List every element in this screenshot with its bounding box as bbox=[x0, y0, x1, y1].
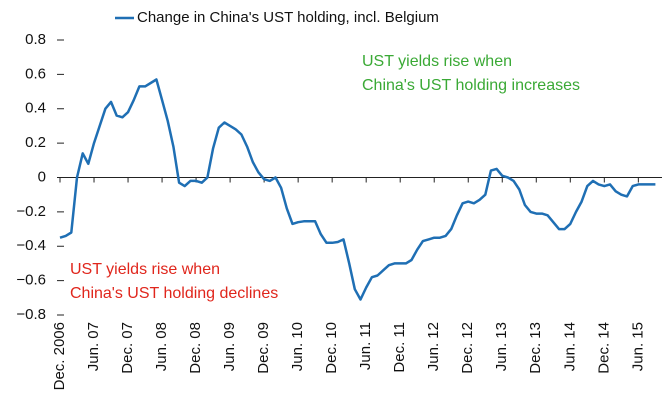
annotation: China's UST holding declines bbox=[70, 285, 278, 302]
x-tick-label: Dec. 14 bbox=[595, 322, 612, 374]
y-tick-label: 0 bbox=[38, 168, 46, 185]
y-tick-label: 0.8 bbox=[25, 31, 46, 48]
x-tick-label: Dec. 09 bbox=[255, 322, 272, 374]
y-tick-label: −0.8 bbox=[16, 306, 46, 323]
x-tick-label: Dec. 08 bbox=[187, 322, 204, 374]
legend-label: Change in China's UST holding, incl. Bel… bbox=[137, 9, 439, 26]
y-tick-label: −0.6 bbox=[16, 272, 46, 289]
x-tick-label: Dec. 12 bbox=[459, 322, 476, 374]
x-tick-label: Jun. 10 bbox=[289, 322, 306, 371]
x-tick-label: Dec. 10 bbox=[323, 322, 340, 374]
x-tick-label: Jun. 14 bbox=[561, 322, 578, 371]
y-tick-label: 0.4 bbox=[25, 100, 46, 117]
x-tick-label: Jun. 13 bbox=[493, 322, 510, 371]
x-tick-label: Dec. 07 bbox=[119, 322, 136, 374]
annotation: China's UST holding increases bbox=[362, 77, 580, 94]
x-tick-label: Dec. 2006 bbox=[51, 322, 68, 390]
y-tick-label: −0.2 bbox=[16, 203, 46, 220]
x-tick-label: Jun. 09 bbox=[221, 322, 238, 371]
x-tick-label: Jun. 08 bbox=[153, 322, 170, 371]
x-tick-label: Jun. 12 bbox=[425, 322, 442, 371]
series-line bbox=[59, 78, 656, 301]
y-tick-label: 0.2 bbox=[25, 134, 46, 151]
x-tick-label: Jun. 11 bbox=[357, 322, 374, 370]
annotation: UST yields rise when bbox=[70, 261, 220, 278]
annotation: UST yields rise when bbox=[362, 53, 512, 70]
x-tick-label: Jun. 07 bbox=[85, 322, 102, 371]
x-tick-label: Dec. 13 bbox=[527, 322, 544, 374]
x-tick-label: Jun. 15 bbox=[629, 322, 646, 371]
y-tick-label: −0.4 bbox=[16, 237, 46, 254]
x-tick-label: Dec. 11 bbox=[391, 322, 408, 373]
y-tick-label: 0.6 bbox=[25, 65, 46, 82]
